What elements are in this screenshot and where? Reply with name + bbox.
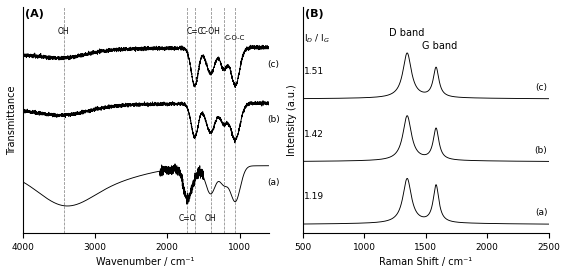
Text: C=C: C=C	[187, 27, 203, 36]
Text: C-O-C: C-O-C	[225, 35, 246, 41]
Text: 1.42: 1.42	[304, 130, 324, 139]
Text: (A): (A)	[25, 9, 44, 19]
Text: (B): (B)	[305, 9, 324, 19]
Text: C-OH: C-OH	[201, 27, 221, 36]
Text: (a): (a)	[535, 209, 547, 217]
Text: (b): (b)	[267, 115, 280, 124]
Text: 1.19: 1.19	[304, 192, 324, 201]
Text: C=O: C=O	[179, 214, 196, 223]
Text: (c): (c)	[535, 83, 547, 92]
Text: OH: OH	[205, 214, 217, 223]
X-axis label: Wavenumber / cm⁻¹: Wavenumber / cm⁻¹	[96, 257, 194, 267]
Text: (c): (c)	[267, 60, 279, 69]
Text: G band: G band	[422, 41, 458, 51]
Text: (b): (b)	[535, 146, 547, 155]
Text: (a): (a)	[267, 178, 280, 187]
X-axis label: Raman Shift / cm⁻¹: Raman Shift / cm⁻¹	[379, 257, 472, 267]
Y-axis label: Transmittance: Transmittance	[7, 85, 17, 155]
Text: D band: D band	[390, 28, 425, 38]
Text: OH: OH	[58, 27, 70, 36]
Y-axis label: Intensity (a.u.): Intensity (a.u.)	[287, 84, 297, 156]
Text: 1.51: 1.51	[304, 67, 324, 76]
Text: I$_D$ / I$_G$: I$_D$ / I$_G$	[304, 32, 330, 45]
